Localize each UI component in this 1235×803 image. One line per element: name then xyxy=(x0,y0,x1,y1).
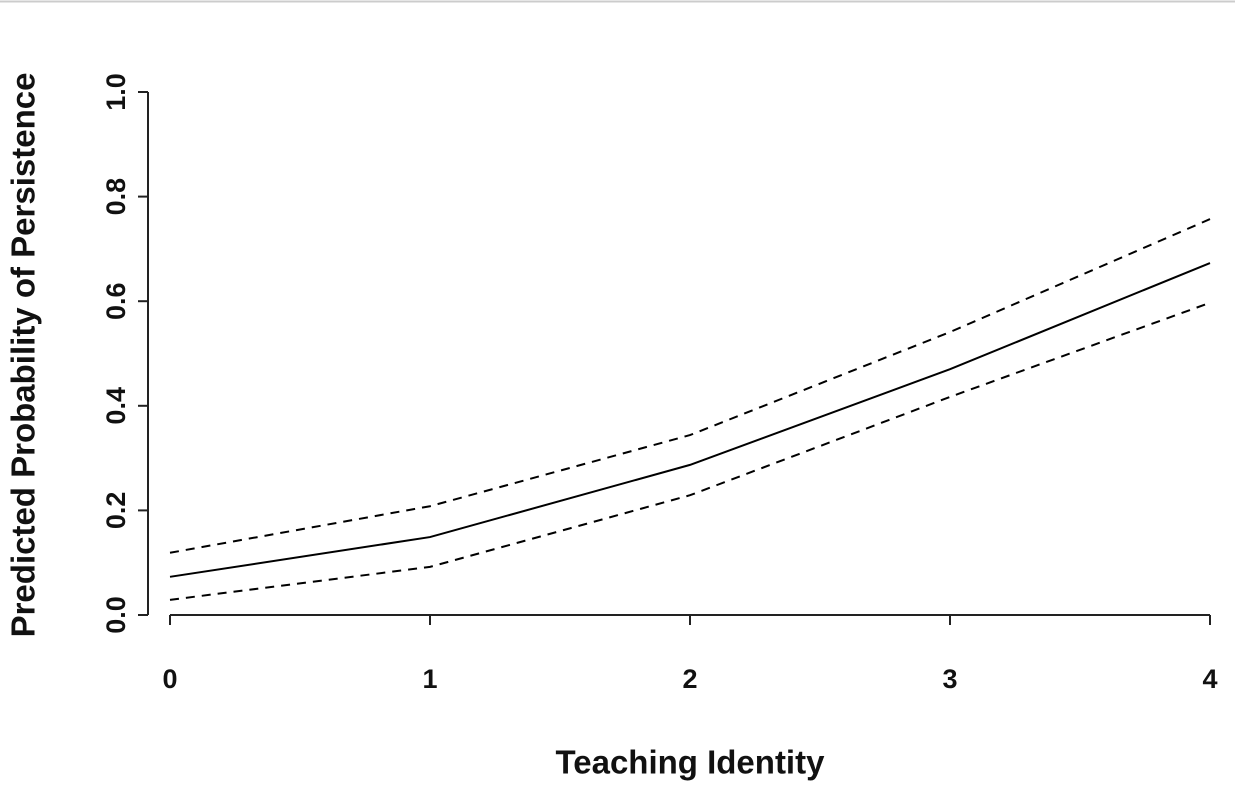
prediction-line xyxy=(169,262,1211,578)
y-tick-label: 1.0 xyxy=(101,73,131,111)
x-tick-label: 0 xyxy=(162,664,177,694)
confidence-line xyxy=(169,218,1211,554)
y-axis-label: Predicted Probability of Persistence xyxy=(5,73,42,638)
x-tick-label: 2 xyxy=(682,664,697,694)
y-tick-label: 0.6 xyxy=(101,282,131,320)
y-tick-label: 0.0 xyxy=(101,596,131,634)
x-tick-label: 3 xyxy=(942,664,957,694)
y-tick-label: 0.8 xyxy=(101,178,131,216)
y-tick-label: 0.4 xyxy=(101,387,131,425)
x-tick-label: 4 xyxy=(1202,664,1217,694)
confidence-line xyxy=(169,301,1211,601)
x-axis-label: Teaching Identity xyxy=(556,744,826,781)
x-tick-label: 1 xyxy=(422,664,437,694)
y-tick-label: 0.2 xyxy=(101,492,131,530)
